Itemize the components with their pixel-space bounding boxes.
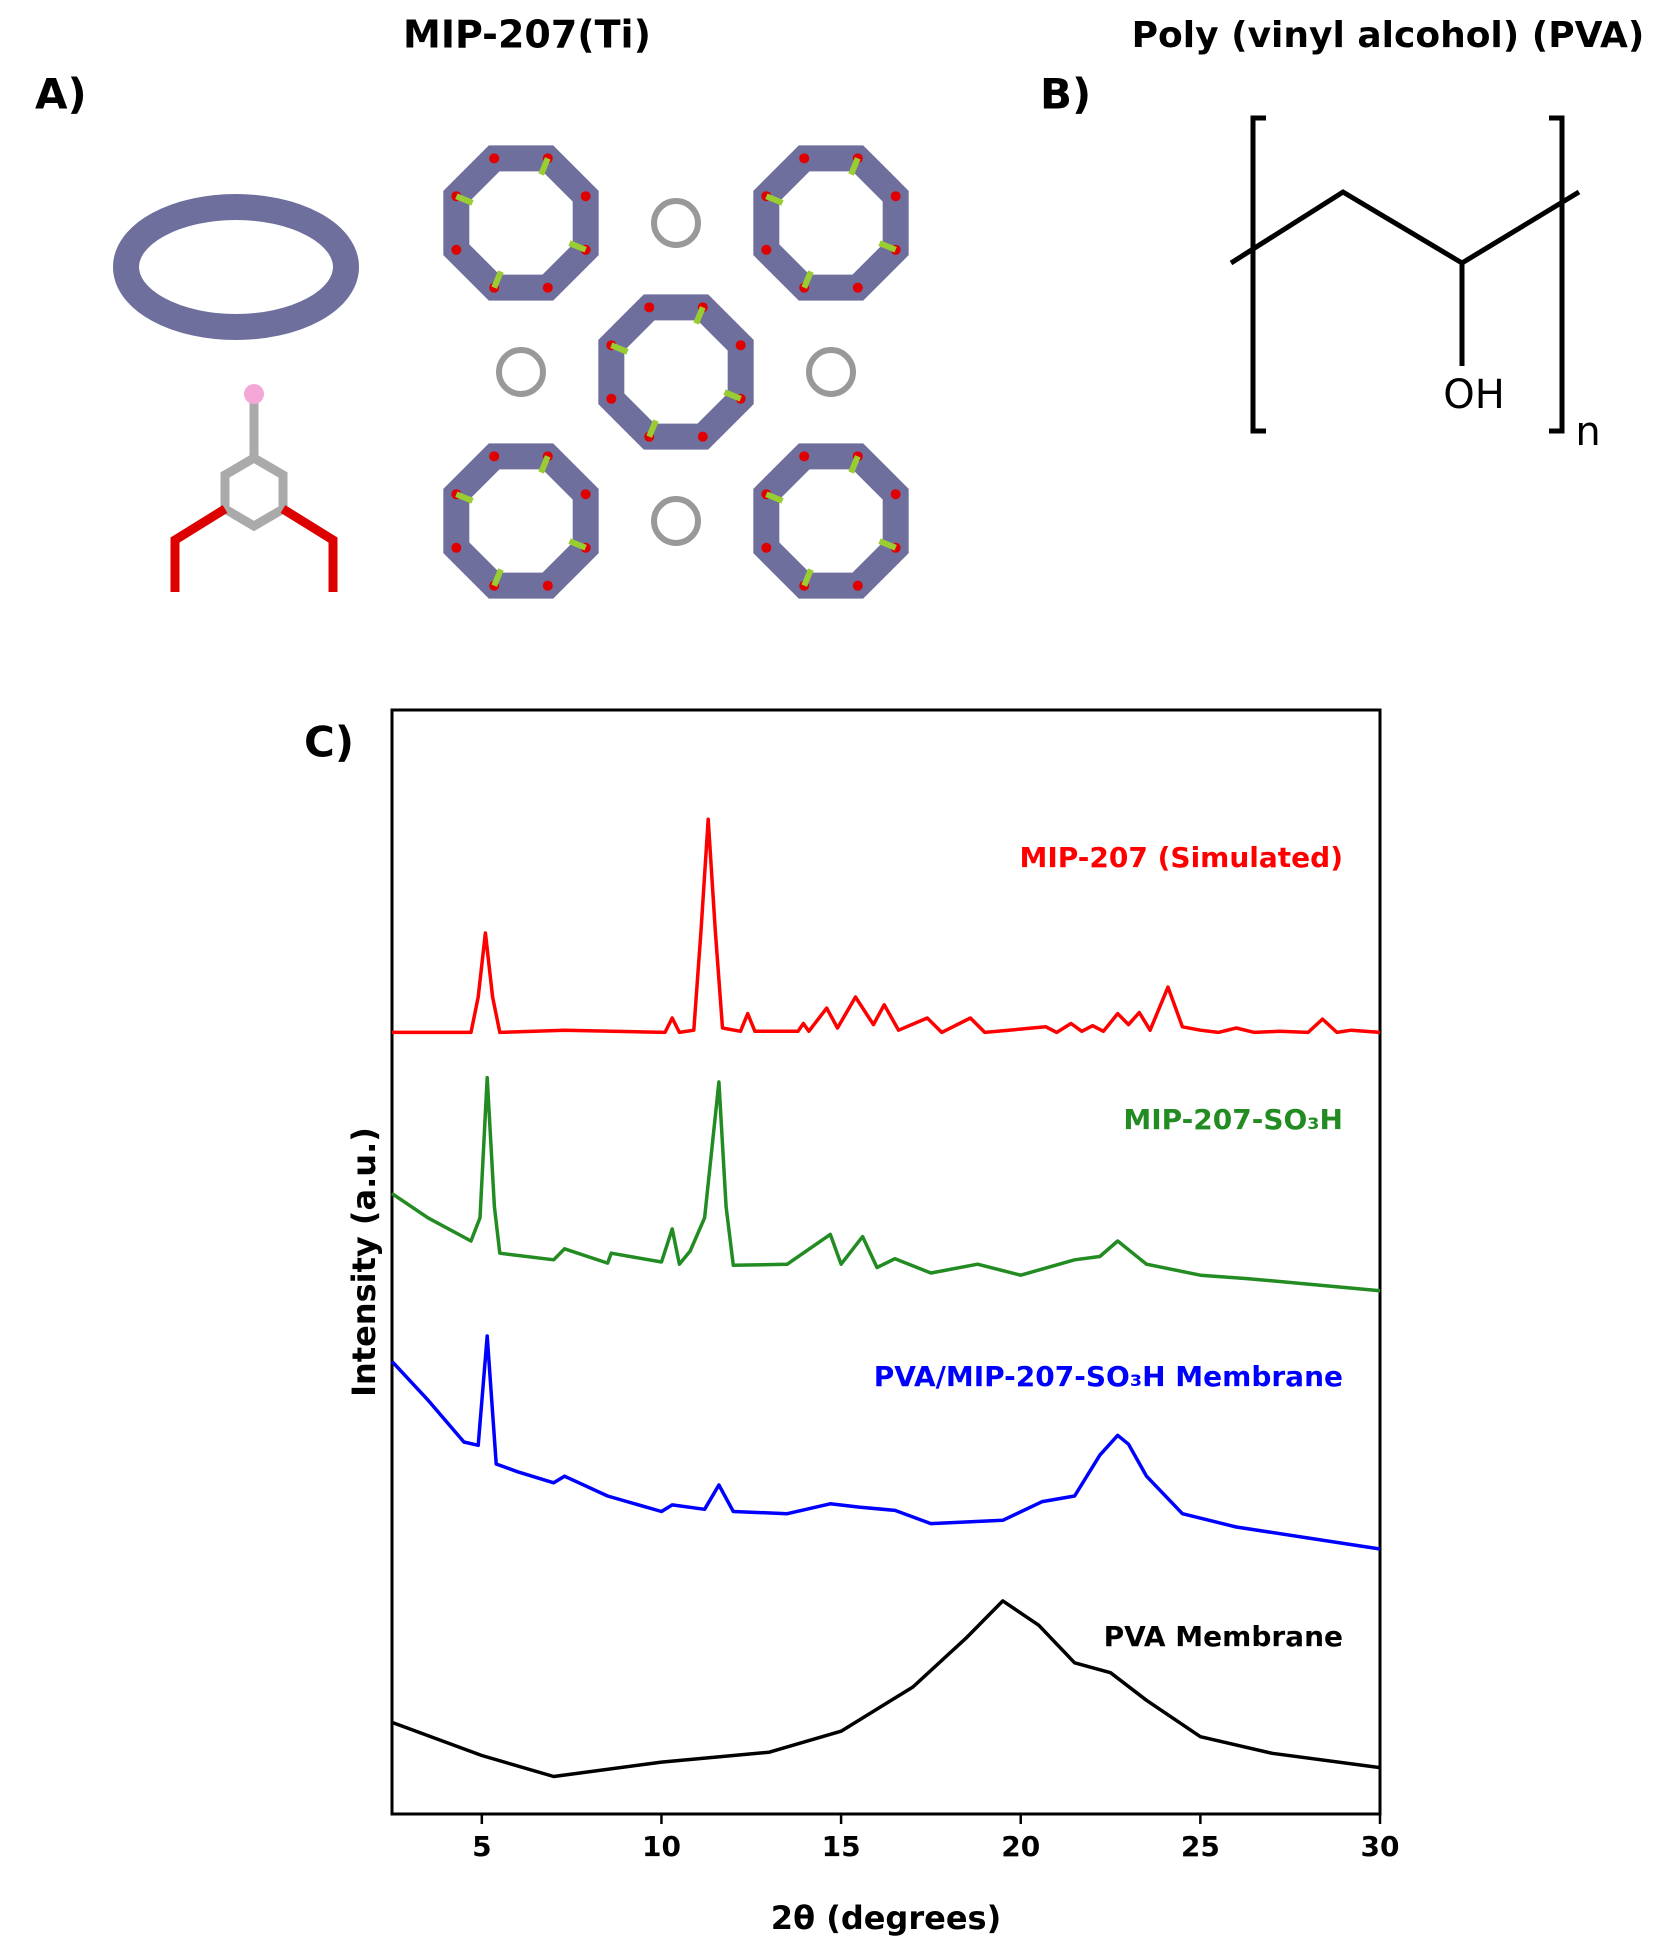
oxygen-atom xyxy=(489,451,500,462)
linker xyxy=(455,193,474,206)
metal-cluster xyxy=(753,443,909,599)
metal-cluster xyxy=(598,294,754,450)
oxygen-atom xyxy=(451,542,462,553)
series-line xyxy=(391,1599,1381,1779)
repeat-subscript: n xyxy=(1575,409,1600,455)
oxygen-atom xyxy=(644,302,655,313)
linker-ring xyxy=(651,496,701,546)
oxygen-atom xyxy=(735,340,746,351)
panel-label: A) xyxy=(35,70,87,119)
functional-group: OH xyxy=(1443,372,1505,418)
linker xyxy=(765,491,784,504)
oxygen-atom xyxy=(606,393,617,404)
linker-ring xyxy=(651,198,701,248)
series-label: MIP-207 (Simulated) xyxy=(1019,841,1343,874)
linker-ring xyxy=(220,452,288,532)
oxygen-atom xyxy=(580,489,591,500)
metal-cluster xyxy=(443,443,599,599)
oxygen-atom xyxy=(580,191,591,202)
series-label: MIP-207-SO₃H xyxy=(1123,1103,1343,1136)
oxygen-atom xyxy=(799,153,810,164)
linker xyxy=(693,306,706,325)
panel-title: MIP-207(Ti) xyxy=(403,13,651,57)
mof-structure xyxy=(113,145,909,599)
oxygen-atom xyxy=(852,282,863,293)
carboxylate xyxy=(280,505,338,592)
linker xyxy=(878,538,897,551)
linker xyxy=(455,491,474,504)
linker xyxy=(765,193,784,206)
y-axis-label: Intensity (a.u.) xyxy=(345,1127,383,1397)
linker xyxy=(646,419,659,438)
oxygen-atom xyxy=(799,451,810,462)
carboxylate xyxy=(170,505,228,592)
linker xyxy=(538,455,551,474)
oxygen-atom xyxy=(451,244,462,255)
series-line xyxy=(392,817,1381,1035)
oxygen-atom xyxy=(761,542,772,553)
metal-cluster xyxy=(443,145,599,301)
linker-ring xyxy=(496,347,546,397)
panel-label: B) xyxy=(1040,70,1091,119)
metal-cluster xyxy=(753,145,909,301)
linker xyxy=(723,389,742,402)
linker xyxy=(848,157,861,176)
fluoro-atom xyxy=(244,384,264,404)
pva-structure xyxy=(1229,115,1581,434)
linker xyxy=(538,157,551,176)
linker-ring xyxy=(806,347,856,397)
oxygen-atom xyxy=(489,153,500,164)
series-label: PVA/MIP-207-SO₃H Membrane xyxy=(874,1360,1343,1393)
x-tick-label: 30 xyxy=(1361,1830,1400,1863)
x-axis-label: 2θ (degrees) xyxy=(771,1899,1001,1937)
x-tick-label: 5 xyxy=(472,1830,491,1863)
x-tick-label: 25 xyxy=(1181,1830,1220,1863)
metal-cluster xyxy=(113,194,359,340)
oxygen-atom xyxy=(542,282,553,293)
series-line xyxy=(391,1075,1381,1293)
linker xyxy=(491,568,504,587)
series-line xyxy=(390,1334,1381,1551)
panel-label: C) xyxy=(304,718,354,767)
series-label: PVA Membrane xyxy=(1104,1620,1343,1653)
linker xyxy=(878,240,897,253)
linker xyxy=(491,270,504,289)
oxygen-atom xyxy=(890,489,901,500)
linker xyxy=(568,240,587,253)
linker xyxy=(610,342,629,355)
x-tick-label: 10 xyxy=(642,1830,681,1863)
oxygen-atom xyxy=(890,191,901,202)
x-tick-label: 20 xyxy=(1001,1830,1040,1863)
panel-title: Poly (vinyl alcohol) (PVA) xyxy=(1132,15,1645,56)
oxygen-atom xyxy=(761,244,772,255)
linker xyxy=(801,568,814,587)
linker xyxy=(848,455,861,474)
oxygen-atom xyxy=(852,580,863,591)
linker xyxy=(568,538,587,551)
plot-frame xyxy=(390,708,1382,1816)
x-tick-label: 15 xyxy=(822,1830,861,1863)
linker xyxy=(801,270,814,289)
oxygen-atom xyxy=(542,580,553,591)
oxygen-atom xyxy=(697,431,708,442)
